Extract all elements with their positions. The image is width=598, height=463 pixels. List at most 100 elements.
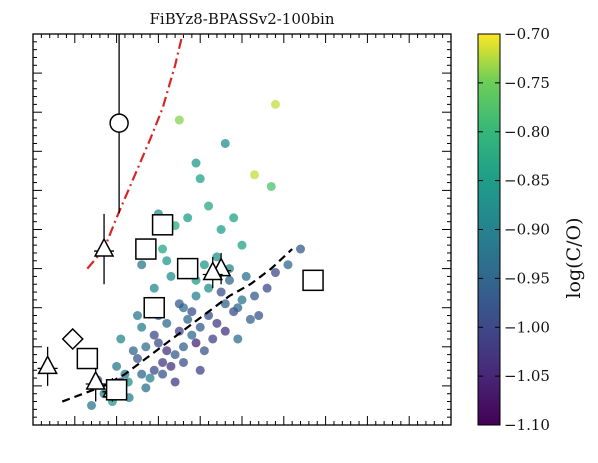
simulation-point [216,225,226,234]
simulation-point [158,369,168,379]
colorbar-tick-label: −0.95 [504,269,550,287]
observed-square-marker [151,214,174,236]
observed-points [37,34,324,402]
colorbar-tick-label: −1.10 [504,416,550,434]
simulation-point [166,361,176,371]
simulation-point [162,256,172,266]
simulation-point [158,357,168,367]
simulation-point [133,354,142,364]
simulation-point [195,174,205,184]
simulation-point [128,346,138,356]
colorbar-ticks: −0.70 −0.75 −0.80 −0.85 −0.90 −0.95 −1.00 −1.05… [478,25,550,434]
colorbar-label: log(C/O) [563,217,585,298]
simulation-point [158,244,168,254]
simulation-point [262,283,272,293]
simulation-point [199,260,209,270]
colorbar-tick-label: −0.85 [504,172,550,190]
simulation-point [208,334,218,344]
simulation-point [233,334,243,344]
simulation-point [250,170,260,180]
colorbar-tick-label: −1.00 [504,318,550,336]
simulation-point [245,314,255,324]
colorbar-tick-label: −1.05 [504,367,550,385]
simulation-point [162,346,172,356]
model-track-dashdot-line [86,34,184,270]
observed-triangle-marker [93,237,115,257]
observed-diamond-marker [61,327,84,351]
chart-title: FiBYz8-BPASSv2-100bin [149,10,334,28]
simulation-point [170,350,180,360]
simulation-point [137,322,147,332]
simulation-point [174,326,184,336]
simulation-point [162,318,172,328]
model-lines [61,34,293,403]
simulation-point [174,299,184,309]
simulation-point [178,342,188,352]
simulation-point [191,158,201,168]
simulation-point [199,346,209,356]
observed-square-marker [76,347,99,370]
simulation-point [216,287,226,297]
simulation-point [229,213,239,223]
simulation-point [220,299,230,309]
observed-square-marker [105,379,128,401]
simulation-point [220,138,230,148]
simulation-point [153,338,163,348]
simulation-point [204,283,214,293]
observed-triangle-marker [85,370,106,390]
simulation-point [187,307,197,317]
observed-triangle-marker [202,260,223,281]
simulation-point [212,252,222,262]
colorbar-tick-label: −0.90 [504,221,550,239]
simulation-point [87,400,97,410]
observed-triangle-marker [37,354,58,375]
simulation-point [137,260,147,270]
simulation-point [116,334,126,344]
simulation-point [166,271,176,281]
observed-square-marker [143,296,165,319]
simulation-point [212,318,222,328]
simulation-point [220,326,230,336]
simulation-point [237,295,247,305]
simulation-point [237,240,247,250]
simulation-point [233,303,243,313]
simulation-point [133,311,142,321]
simulation-point [241,271,251,281]
axis-ticks [32,33,452,426]
simulation-point [170,377,180,387]
simulation-point [178,357,188,367]
observed-square-marker [135,238,157,260]
simulation-point [270,268,280,278]
simulation-point [149,365,159,375]
simulation-point [254,311,264,321]
simulation-point [195,365,205,375]
simulation-point [224,275,234,285]
simulation-point [183,314,193,324]
colorbar-tick-label: −0.70 [504,25,550,43]
simulation-point [283,260,293,270]
simulation-point [183,213,193,223]
simulation-point [296,244,306,254]
simulation-point [137,369,147,379]
simulation-point [141,383,151,393]
simulation-point [266,181,276,191]
simulation-point [187,330,197,340]
simulation-point [145,373,155,383]
colorbar-tick-label: −0.75 [504,74,550,92]
simulation-point [141,342,151,352]
observed-square-marker [302,269,324,292]
simulation-point [250,291,260,301]
simulation-points [87,99,306,410]
simulation-point [195,322,205,332]
simulation-point [112,361,122,371]
simulation-point [191,291,201,301]
observed-circle-marker [109,113,129,133]
simulation-point [270,99,280,109]
simulation-point [149,330,159,340]
colorbar-tick-label: −0.80 [504,123,550,141]
simulation-point [149,283,159,293]
observed-square-marker [176,257,199,280]
simulation-point [204,201,214,211]
simulation-point [174,115,184,125]
